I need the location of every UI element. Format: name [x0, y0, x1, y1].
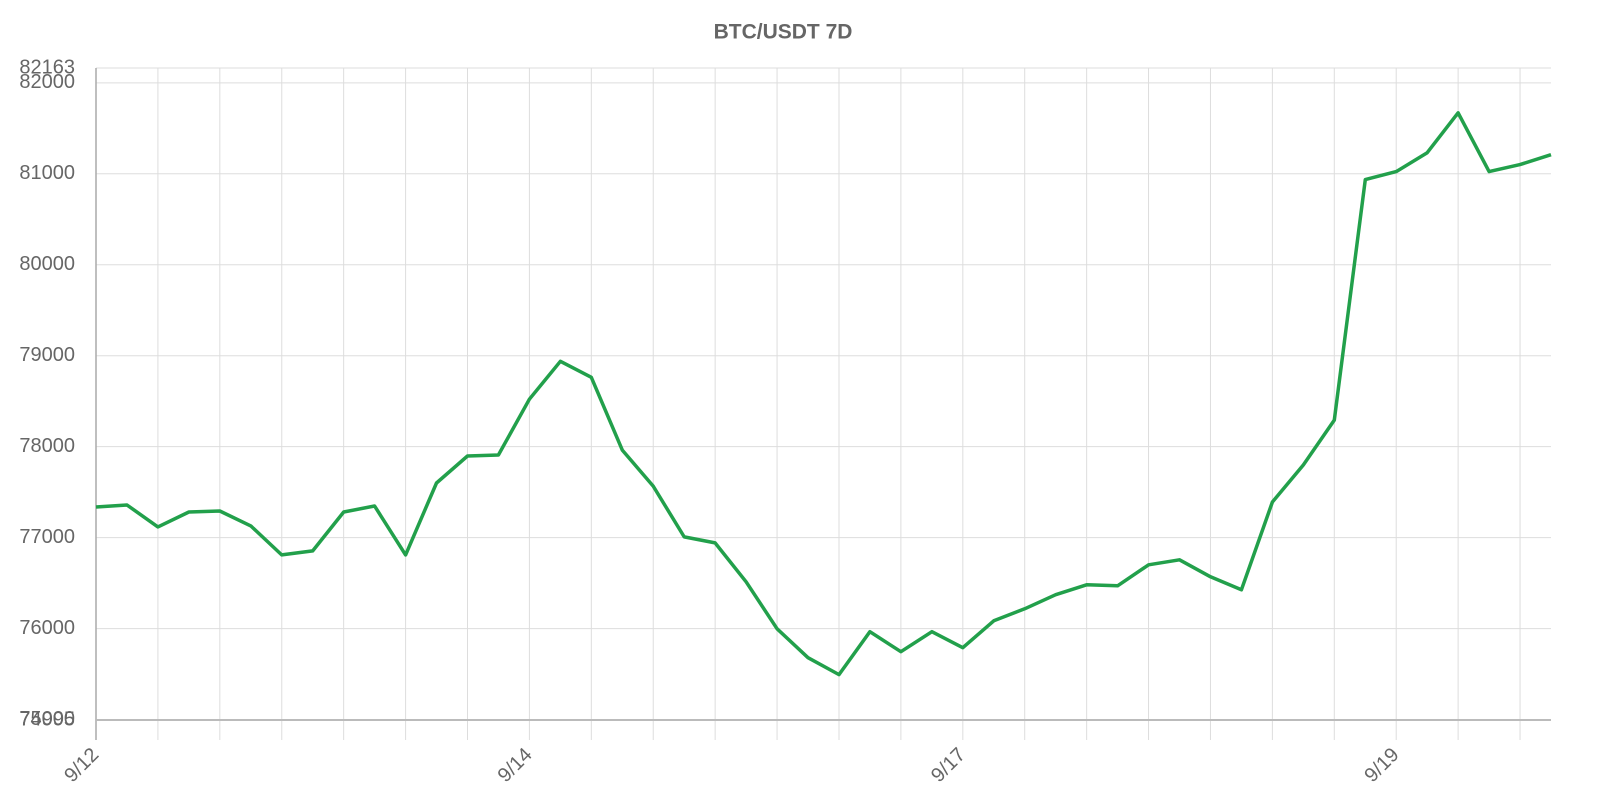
x-tick-label: 9/12: [60, 744, 103, 787]
y-tick-label: 75000: [19, 708, 75, 730]
x-tick-label: 9/14: [494, 744, 537, 787]
y-tick-label: 82000: [19, 71, 75, 93]
y-tick-label: 79000: [19, 344, 75, 366]
y-tick-label: 80000: [19, 253, 75, 275]
x-tick-label: 9/19: [1360, 744, 1403, 787]
y-tick-label: 76000: [19, 617, 75, 639]
y-tick-label: 74995: [19, 708, 75, 730]
price-line: [95, 111, 1552, 677]
x-tick-label: 9/17: [927, 744, 970, 787]
chart-title: BTC/USDT 7D: [714, 21, 853, 44]
y-tick-label: 81000: [19, 162, 75, 184]
y-tick-label: 82163: [19, 56, 75, 78]
y-tick-label: 77000: [19, 526, 75, 548]
y-tick-label: 78000: [19, 435, 75, 457]
